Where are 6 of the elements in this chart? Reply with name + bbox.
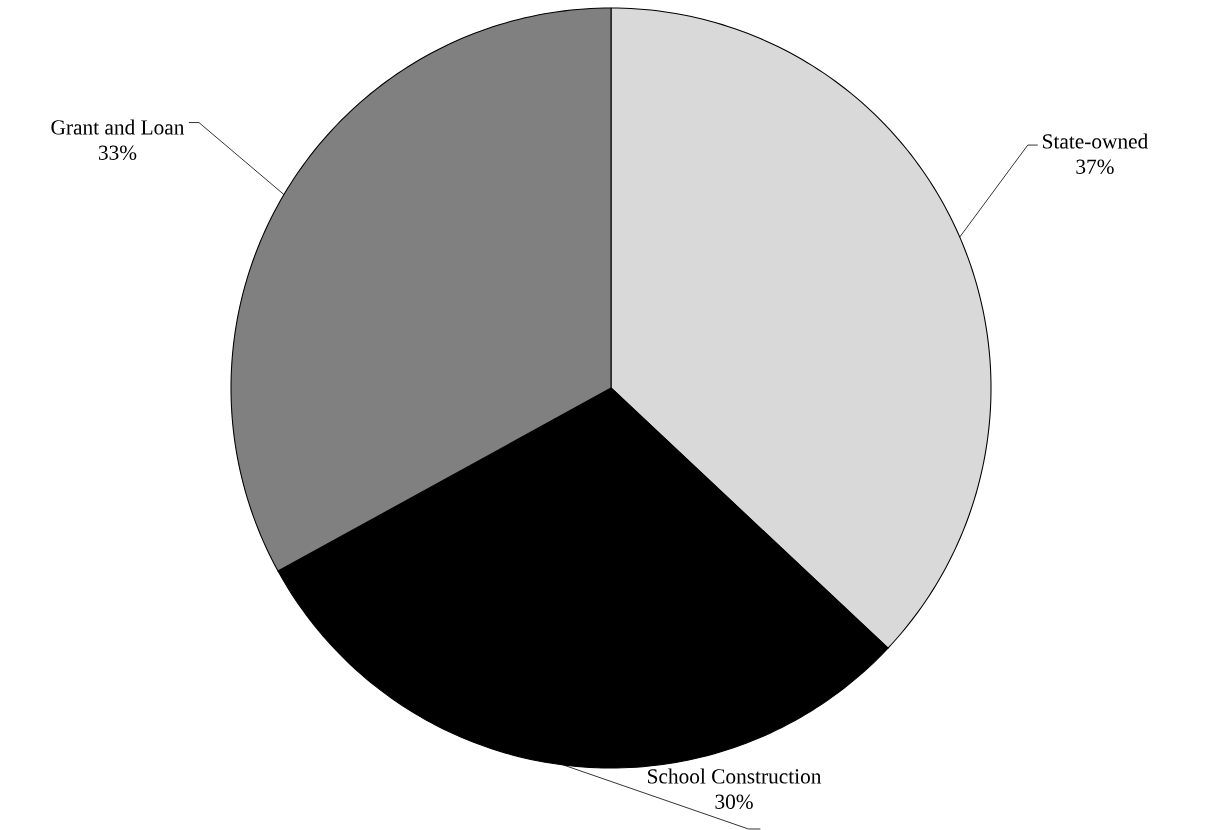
data-label: 30% xyxy=(715,794,753,809)
slice-label: School Construction xyxy=(648,768,822,784)
data-label: 33% xyxy=(98,145,137,160)
slice-label: Grant and Loan xyxy=(51,119,185,135)
data-label: 37% xyxy=(1076,159,1114,174)
slice-label: State-owned xyxy=(1043,133,1148,149)
